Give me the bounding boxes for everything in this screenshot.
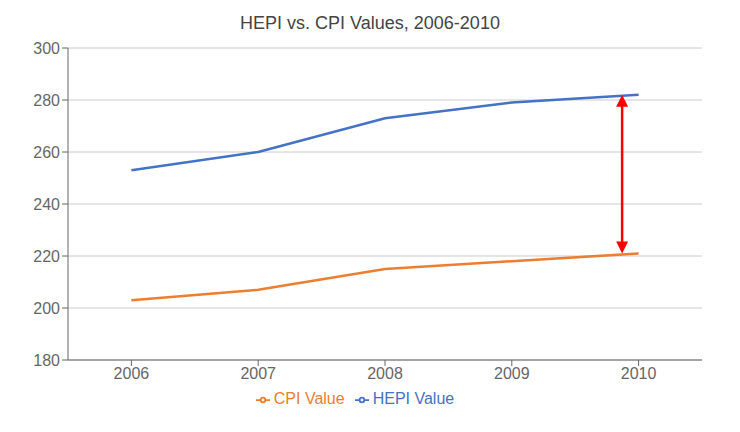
svg-text:240: 240 bbox=[33, 196, 60, 213]
svg-text:180: 180 bbox=[33, 352, 60, 369]
html-text:CPI Value: CPI Value bbox=[273, 390, 345, 407]
svg-text:260: 260 bbox=[33, 144, 60, 161]
svg-text:2008: 2008 bbox=[367, 365, 403, 382]
svg-text:280: 280 bbox=[33, 92, 60, 109]
svg-text:200: 200 bbox=[33, 300, 60, 317]
html-text:HEPI Value: HEPI Value bbox=[372, 390, 455, 407]
html-text:HEPI vs. CPI Values, 2006-2010: HEPI vs. CPI Values, 2006-2010 bbox=[240, 13, 500, 33]
svg-text:220: 220 bbox=[33, 248, 60, 265]
svg-text:2007: 2007 bbox=[240, 365, 276, 382]
svg-text:300: 300 bbox=[33, 40, 60, 57]
svg-text:2010: 2010 bbox=[621, 365, 657, 382]
svg-text:2006: 2006 bbox=[114, 365, 150, 382]
svg-text:2009: 2009 bbox=[494, 365, 530, 382]
